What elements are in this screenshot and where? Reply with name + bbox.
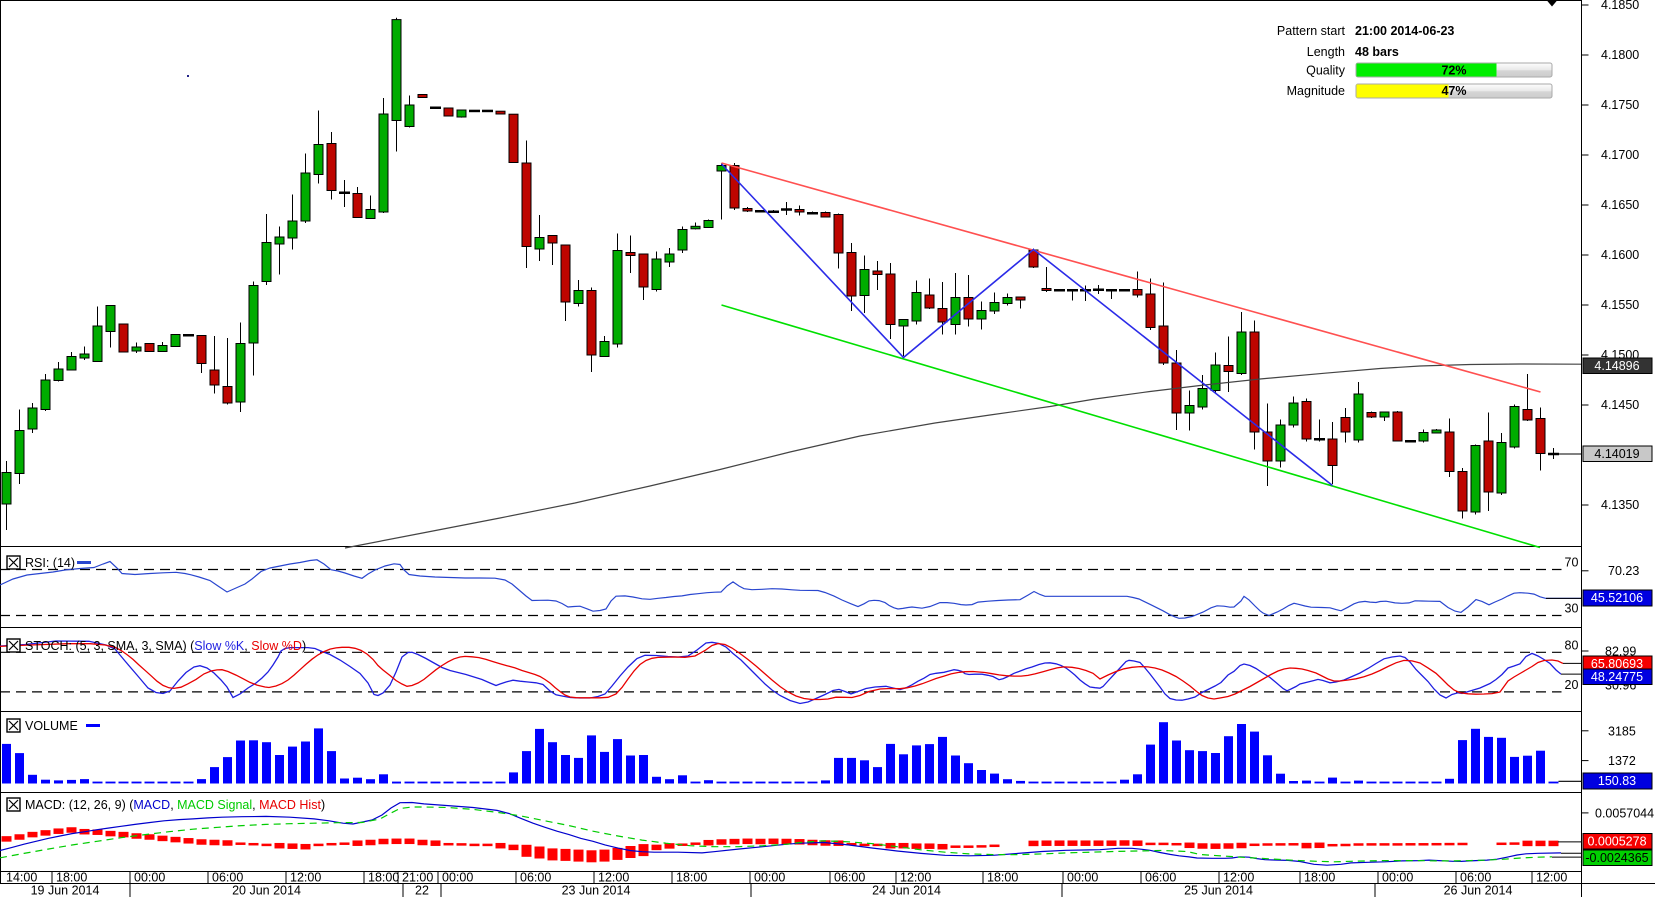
svg-text:1372: 1372 bbox=[1608, 754, 1636, 768]
svg-text:-0.0024365: -0.0024365 bbox=[1585, 851, 1648, 865]
svg-text:72%: 72% bbox=[1441, 64, 1466, 78]
svg-text:80: 80 bbox=[1565, 638, 1579, 652]
svg-text:18:00: 18:00 bbox=[987, 871, 1018, 885]
svg-text:00:00: 00:00 bbox=[134, 871, 165, 885]
svg-text:48 bars: 48 bars bbox=[1355, 45, 1399, 59]
svg-text:25 Jun 2014: 25 Jun 2014 bbox=[1184, 884, 1253, 898]
svg-text:0.0005278: 0.0005278 bbox=[1587, 834, 1646, 848]
svg-text:Magnitude: Magnitude bbox=[1287, 84, 1345, 98]
svg-text:00:00: 00:00 bbox=[1067, 871, 1098, 885]
svg-text:22: 22 bbox=[415, 884, 429, 898]
svg-text:14:00: 14:00 bbox=[6, 871, 37, 885]
svg-text:4.1800: 4.1800 bbox=[1601, 48, 1639, 62]
svg-text:00:00: 00:00 bbox=[1382, 871, 1413, 885]
svg-text:70.23: 70.23 bbox=[1608, 564, 1639, 578]
svg-text:20 Jun 2014: 20 Jun 2014 bbox=[232, 884, 301, 898]
svg-text:12:00: 12:00 bbox=[290, 871, 321, 885]
svg-text:18:00: 18:00 bbox=[368, 871, 399, 885]
svg-text:21:00: 21:00 bbox=[402, 871, 433, 885]
svg-text:4.1850: 4.1850 bbox=[1601, 0, 1639, 12]
svg-text:21:00 2014-06-23: 21:00 2014-06-23 bbox=[1355, 24, 1454, 38]
svg-text:0.0057044: 0.0057044 bbox=[1595, 806, 1654, 820]
svg-text:18:00: 18:00 bbox=[56, 871, 87, 885]
svg-text:Pattern start: Pattern start bbox=[1277, 24, 1346, 38]
svg-text:18:00: 18:00 bbox=[1304, 871, 1335, 885]
svg-text:30: 30 bbox=[1565, 602, 1579, 616]
svg-text:4.1350: 4.1350 bbox=[1601, 498, 1639, 512]
svg-text:Quality: Quality bbox=[1306, 64, 1346, 78]
svg-text:06:00: 06:00 bbox=[1145, 871, 1176, 885]
svg-text:06:00: 06:00 bbox=[212, 871, 243, 885]
svg-text:3185: 3185 bbox=[1608, 724, 1636, 738]
svg-text:MACD: (12, 26, 9) (MACD, MACD: MACD: (12, 26, 9) (MACD, MACD Signal, MA… bbox=[25, 798, 325, 812]
svg-text:4.1700: 4.1700 bbox=[1601, 148, 1639, 162]
svg-text:18:00: 18:00 bbox=[676, 871, 707, 885]
svg-text:45.52106: 45.52106 bbox=[1591, 591, 1643, 605]
svg-text:4.1650: 4.1650 bbox=[1601, 198, 1639, 212]
svg-text:STOCH: (5, 3, SMA, 3, SMA) (Sl: STOCH: (5, 3, SMA, 3, SMA) (Slow %K, Slo… bbox=[25, 639, 306, 653]
svg-text:4.1750: 4.1750 bbox=[1601, 98, 1639, 112]
svg-text:4.14019: 4.14019 bbox=[1594, 447, 1639, 461]
svg-text:06:00: 06:00 bbox=[834, 871, 865, 885]
svg-text:23 Jun 2014: 23 Jun 2014 bbox=[562, 884, 631, 898]
svg-text:12:00: 12:00 bbox=[1536, 871, 1567, 885]
svg-text:70: 70 bbox=[1565, 556, 1579, 570]
svg-text:150.83: 150.83 bbox=[1598, 774, 1636, 788]
svg-text:VOLUME: VOLUME bbox=[25, 719, 78, 733]
svg-text:Length: Length bbox=[1307, 45, 1345, 59]
svg-text:65.80693: 65.80693 bbox=[1591, 657, 1643, 671]
svg-text:06:00: 06:00 bbox=[520, 871, 551, 885]
svg-text:12:00: 12:00 bbox=[598, 871, 629, 885]
svg-text:RSI: (14): RSI: (14) bbox=[25, 556, 75, 570]
svg-text:12:00: 12:00 bbox=[1223, 871, 1254, 885]
svg-text:19 Jun 2014: 19 Jun 2014 bbox=[31, 884, 100, 898]
svg-text:47%: 47% bbox=[1441, 84, 1466, 98]
svg-text:26 Jun 2014: 26 Jun 2014 bbox=[1444, 884, 1513, 898]
svg-text:82.99: 82.99 bbox=[1605, 645, 1636, 659]
svg-text:06:00: 06:00 bbox=[1460, 871, 1491, 885]
svg-text:20: 20 bbox=[1565, 678, 1579, 692]
svg-text:00:00: 00:00 bbox=[442, 871, 473, 885]
svg-text:12:00: 12:00 bbox=[900, 871, 931, 885]
svg-text:00:00: 00:00 bbox=[754, 871, 785, 885]
svg-text:48.24775: 48.24775 bbox=[1591, 670, 1643, 684]
svg-text:4.1600: 4.1600 bbox=[1601, 248, 1639, 262]
svg-text:4.1550: 4.1550 bbox=[1601, 298, 1639, 312]
svg-text:4.14896: 4.14896 bbox=[1594, 359, 1639, 373]
svg-text:24 Jun 2014: 24 Jun 2014 bbox=[872, 884, 941, 898]
svg-text:4.1450: 4.1450 bbox=[1601, 398, 1639, 412]
